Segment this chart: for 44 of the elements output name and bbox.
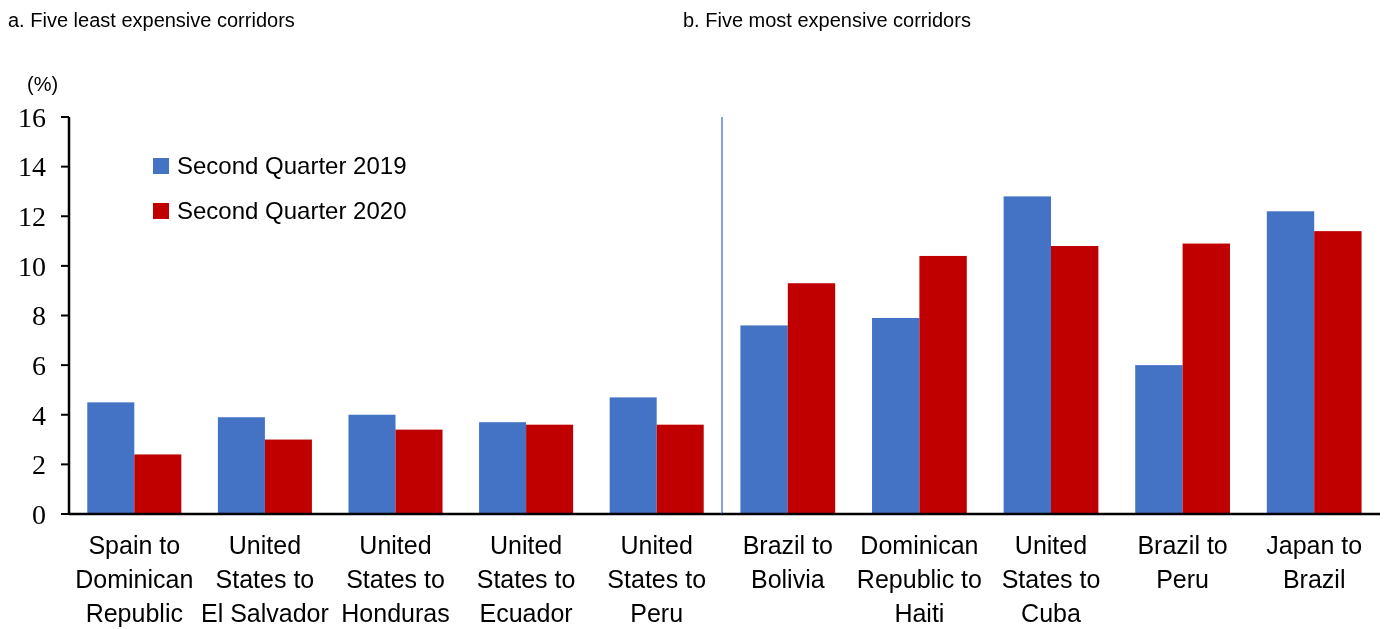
- y-tick-label: 14: [18, 151, 46, 183]
- y-tick-label: 10: [18, 250, 46, 282]
- x-tick-label: United States to Ecuador: [476, 530, 576, 627]
- x-tick-label: United States to El Salvador: [200, 530, 329, 627]
- bar: [1314, 231, 1362, 514]
- bar: [264, 439, 312, 514]
- y-axis-title: (%): [27, 73, 59, 95]
- bar: [395, 429, 443, 514]
- legend-label: Second Quarter 2020: [177, 197, 407, 225]
- y-tick-label: 8: [32, 300, 46, 332]
- x-tick-label: United States to Honduras: [341, 530, 450, 627]
- y-tick-label: 0: [32, 498, 46, 530]
- bar: [348, 414, 396, 514]
- x-tick-label: United States to Peru: [607, 530, 707, 627]
- x-tick-label: Brazil to Peru: [1137, 530, 1228, 593]
- bar: [609, 397, 657, 514]
- bar: [872, 317, 920, 514]
- legend-label: Second Quarter 2019: [177, 152, 407, 180]
- bar: [656, 424, 704, 514]
- bar: [1051, 246, 1099, 514]
- bar: [1135, 365, 1183, 514]
- bar: [87, 402, 135, 514]
- y-tick-label: 12: [18, 201, 46, 233]
- bar: [479, 422, 527, 514]
- bar: [1266, 211, 1315, 514]
- y-tick-label: 4: [32, 399, 46, 431]
- x-tick-label: Dominican Republic to Haiti: [856, 530, 982, 627]
- bar: [740, 325, 788, 514]
- bar: [134, 454, 182, 514]
- y-tick-label: 16: [18, 101, 46, 133]
- bar: [1182, 243, 1230, 514]
- y-tick-label: 6: [32, 349, 46, 381]
- bar: [526, 424, 574, 514]
- bar: [787, 283, 836, 514]
- x-tick-label: Spain to Dominican Republic: [75, 530, 194, 627]
- x-tick-label: United States to Cuba: [1001, 530, 1101, 627]
- x-tick-label: Japan to Brazil: [1266, 530, 1363, 593]
- bar: [919, 255, 967, 514]
- bar: [1003, 196, 1051, 514]
- bar: [217, 417, 265, 514]
- chart-title: b. Five most expensive corridors: [683, 9, 971, 31]
- x-tick-label: Brazil to Bolivia: [742, 530, 833, 593]
- chart-title: a. Five least expensive corridors: [8, 9, 295, 31]
- y-tick-label: 2: [32, 449, 46, 481]
